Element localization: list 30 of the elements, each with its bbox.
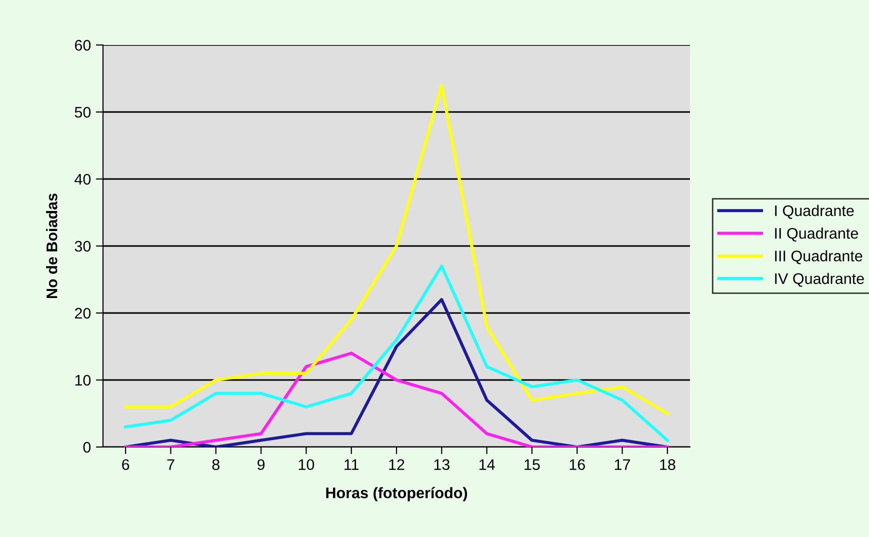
legend-label: III Quadrante	[775, 250, 862, 264]
x-tick-label: 17	[614, 459, 630, 470]
y-tick-label: 50	[74, 106, 91, 118]
x-tick-label: 12	[389, 459, 404, 470]
x-tick-label: 11	[344, 459, 359, 470]
x-tick-label: 14	[479, 459, 495, 470]
legend-label: I Quadrante	[775, 204, 854, 219]
x-axis-title: Horas (fotoperíodo)	[326, 486, 468, 502]
line-series	[124, 298, 669, 447]
x-tick-label: 9	[258, 459, 265, 470]
y-axis-title: No de Boiadas	[46, 194, 58, 298]
line-series	[124, 264, 669, 442]
x-tick-label: 8	[212, 459, 220, 470]
x-tick-label: 6	[122, 459, 130, 470]
x-tick-label: 18	[660, 459, 676, 470]
legend-label: II Quadrante	[775, 228, 858, 242]
y-tick-label: 10	[75, 374, 91, 386]
y-tick-label: 20	[74, 308, 91, 319]
x-tick-label: 16	[570, 459, 585, 470]
x-tick-label: 15	[524, 459, 540, 470]
line-series	[124, 84, 669, 416]
x-tick-label: 13	[434, 459, 450, 470]
y-tick-label: 60	[74, 40, 91, 51]
line-series	[124, 352, 669, 447]
y-tick-label: 30	[74, 240, 91, 252]
legend-label: IV Quadrante	[775, 272, 864, 287]
y-tick-label: 40	[74, 174, 91, 185]
x-tick-label: 7	[167, 459, 174, 470]
y-tick-label: 0	[83, 442, 91, 453]
x-tick-label: 10	[298, 459, 314, 470]
